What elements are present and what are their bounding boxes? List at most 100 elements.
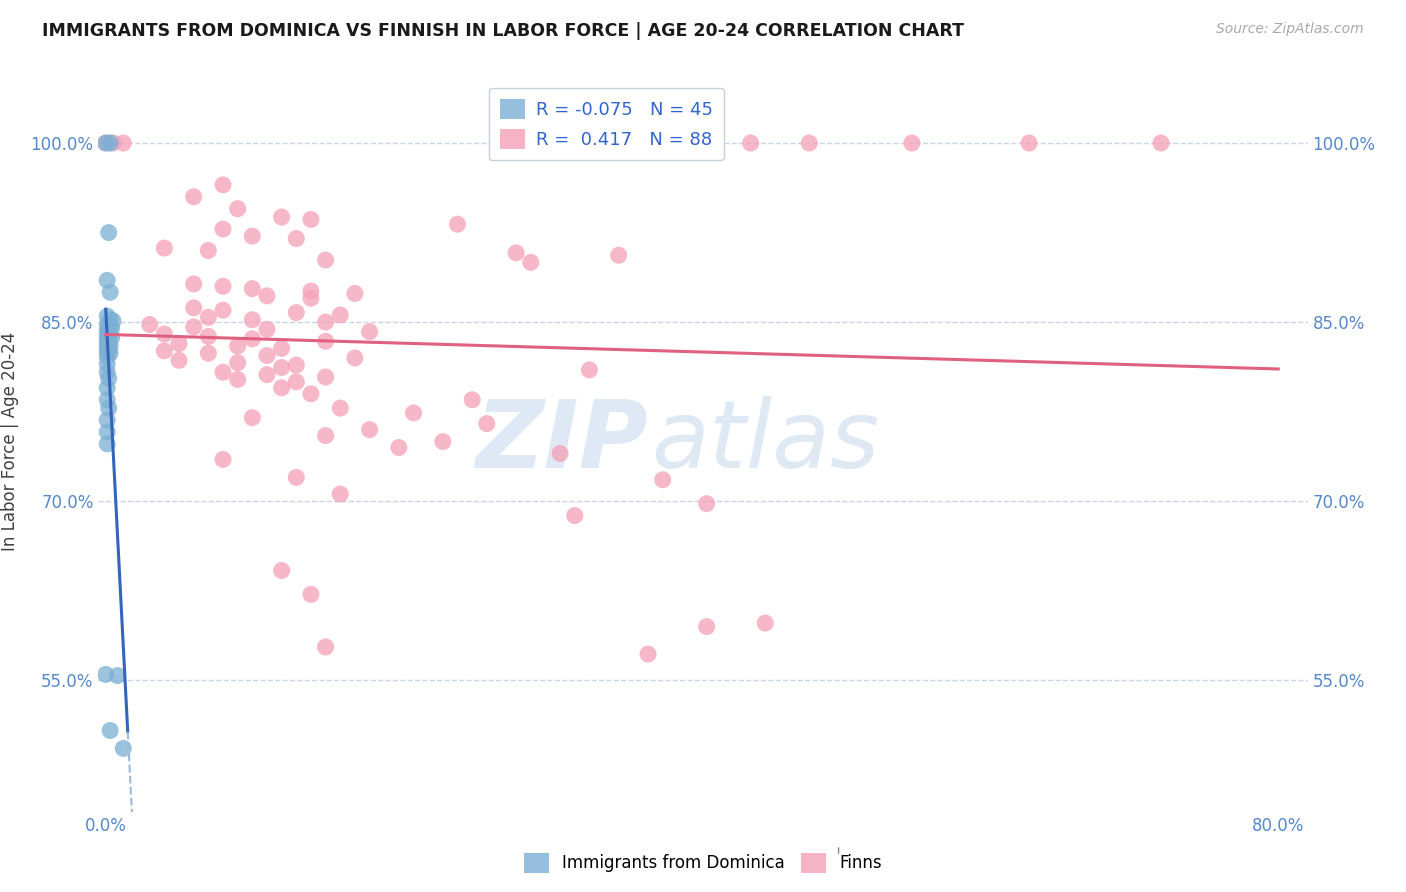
Point: [100, 331, 122, 345]
Point: [740, 136, 762, 150]
Point: [299, 386, 322, 401]
Point: [212, 279, 235, 293]
Point: [98, 723, 121, 738]
Point: [212, 365, 235, 379]
Point: [520, 255, 543, 269]
Point: [446, 217, 468, 231]
Point: [94, 667, 117, 681]
Point: [240, 332, 263, 346]
Point: [315, 253, 337, 268]
Point: [98, 346, 121, 360]
Point: [97, 318, 120, 333]
Point: [96, 413, 118, 427]
Point: [96, 392, 118, 407]
Point: [212, 222, 235, 236]
Point: [101, 314, 124, 328]
Point: [505, 245, 527, 260]
Point: [97, 338, 120, 352]
Point: [96, 324, 118, 338]
Point: [167, 336, 190, 351]
Point: [96, 365, 118, 379]
Point: [315, 428, 337, 442]
Y-axis label: In Labor Force | Age 20-24: In Labor Force | Age 20-24: [1, 332, 20, 551]
Point: [475, 417, 498, 431]
Point: [637, 647, 659, 661]
Point: [97, 343, 120, 357]
Text: atlas: atlas: [651, 396, 879, 487]
Point: [388, 441, 411, 455]
Point: [343, 286, 366, 301]
Point: [96, 345, 118, 359]
Point: [226, 372, 249, 386]
Point: [98, 312, 121, 326]
Point: [432, 434, 454, 449]
Point: [153, 327, 176, 342]
Point: [256, 322, 278, 336]
Point: [256, 368, 278, 382]
Point: [96, 437, 118, 451]
Point: [98, 285, 121, 300]
Point: [98, 326, 121, 340]
Point: [285, 358, 308, 372]
Point: [564, 508, 586, 523]
Point: [240, 410, 263, 425]
Point: [270, 381, 292, 395]
Point: [402, 406, 425, 420]
Point: [183, 319, 205, 334]
Point: [112, 136, 135, 150]
Point: [212, 178, 235, 192]
Point: [97, 329, 120, 343]
Point: [183, 277, 205, 291]
Point: [343, 351, 366, 365]
Point: [226, 339, 249, 353]
Point: [97, 226, 120, 240]
Point: [153, 343, 176, 358]
Point: [359, 325, 381, 339]
Point: [96, 333, 118, 347]
Point: [240, 312, 263, 326]
Point: [1018, 136, 1040, 150]
Point: [240, 229, 263, 244]
Point: [315, 315, 337, 329]
Point: [315, 640, 337, 654]
Point: [197, 244, 219, 258]
Point: [270, 564, 292, 578]
Point: [651, 473, 673, 487]
Point: [461, 392, 484, 407]
Point: [183, 301, 205, 315]
Point: [98, 319, 121, 334]
Point: [329, 401, 352, 416]
Point: [96, 357, 118, 371]
Point: [285, 470, 308, 484]
Point: [315, 370, 337, 384]
Point: [799, 136, 821, 150]
Legend: Immigrants from Dominica, Finns: Immigrants from Dominica, Finns: [517, 847, 889, 880]
Point: [578, 363, 600, 377]
Point: [270, 360, 292, 375]
Point: [138, 318, 160, 332]
Point: [96, 273, 118, 287]
Point: [299, 291, 322, 305]
Point: [197, 346, 219, 360]
Point: [94, 136, 117, 150]
Point: [285, 375, 308, 389]
Point: [256, 289, 278, 303]
Point: [270, 210, 292, 224]
Point: [100, 321, 122, 335]
Point: [901, 136, 924, 150]
Point: [97, 401, 120, 416]
Point: [329, 308, 352, 322]
Point: [112, 741, 135, 756]
Text: Source: ZipAtlas.com: Source: ZipAtlas.com: [1216, 22, 1364, 37]
Point: [167, 353, 190, 368]
Point: [329, 487, 352, 501]
Point: [256, 349, 278, 363]
Point: [226, 202, 249, 216]
Point: [101, 136, 124, 150]
Point: [94, 136, 117, 150]
Point: [696, 497, 718, 511]
Point: [107, 668, 129, 682]
Point: [98, 339, 121, 353]
Point: [548, 446, 571, 460]
Point: [97, 325, 120, 339]
